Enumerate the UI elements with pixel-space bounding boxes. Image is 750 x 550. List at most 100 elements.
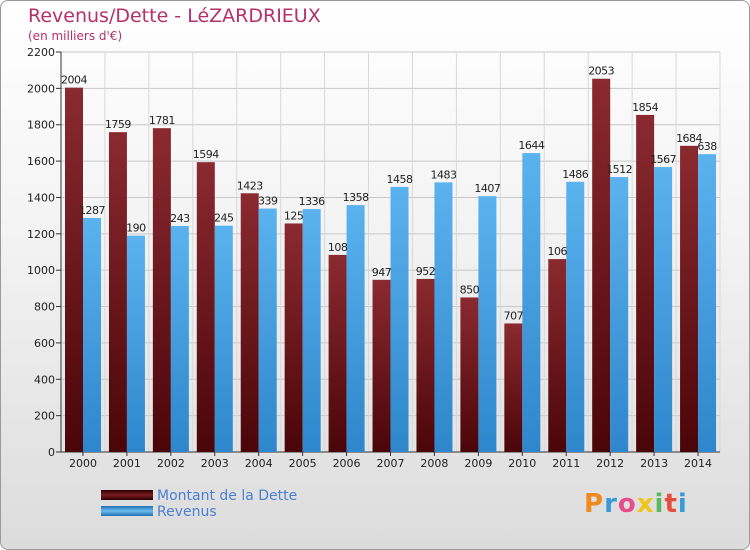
- bar-dette: [636, 114, 655, 452]
- x-tick-label: 2007: [377, 457, 405, 470]
- data-label-dette: 952: [416, 265, 436, 278]
- data-label-revenus: 1287: [79, 204, 105, 217]
- data-label-revenus: 1336: [299, 195, 325, 208]
- data-label-revenus: 1486: [562, 168, 588, 181]
- data-label-revenus: 1512: [606, 163, 632, 176]
- y-tick-label: 800: [34, 301, 55, 314]
- data-label-dette: 125: [284, 209, 304, 222]
- data-label-dette: 1423: [237, 179, 263, 192]
- data-label-dette: 106: [548, 245, 568, 258]
- legend-swatch-dette: [101, 490, 153, 500]
- logo-letter: i: [654, 489, 665, 519]
- x-tick-label: 2006: [333, 457, 361, 470]
- x-tick-label: 2004: [245, 457, 273, 470]
- data-label-dette: 1684: [676, 132, 702, 145]
- x-tick-label: 2008: [420, 457, 448, 470]
- data-label-revenus: 1358: [343, 191, 369, 204]
- data-label-dette: 1594: [193, 148, 219, 161]
- bar-revenus: [478, 196, 497, 452]
- x-tick-label: 2000: [69, 457, 97, 470]
- x-tick-label: 2010: [508, 457, 536, 470]
- bar-dette: [504, 323, 523, 452]
- logo-letter: x: [636, 489, 655, 519]
- proxiti-logo: Proxiti: [584, 489, 688, 519]
- x-tick-label: 2002: [157, 457, 185, 470]
- x-tick-label: 2014: [684, 457, 712, 470]
- x-tick-label: 2013: [640, 457, 668, 470]
- bar-revenus: [522, 153, 541, 452]
- bar-revenus: [434, 182, 453, 452]
- bar-dette: [372, 279, 391, 452]
- logo-letter: i: [677, 489, 688, 519]
- bar-revenus: [346, 205, 365, 452]
- data-label-revenus: 1567: [650, 153, 676, 166]
- y-tick-label: 200: [34, 410, 55, 423]
- bar-dette: [65, 87, 83, 453]
- legend-swatch-revenus: [101, 506, 153, 516]
- bar-dette: [284, 223, 303, 452]
- x-tick-label: 2011: [552, 457, 580, 470]
- bar-dette: [196, 162, 215, 452]
- data-label-dette: 1781: [149, 114, 175, 127]
- x-tick-label: 2005: [289, 457, 317, 470]
- data-label-revenus: 638: [697, 140, 717, 153]
- data-label-revenus: 339: [258, 195, 278, 208]
- data-label-dette: 947: [372, 266, 392, 279]
- bar-revenus: [566, 181, 585, 452]
- y-tick-label: 2200: [27, 46, 55, 59]
- bar-revenus: [170, 226, 189, 452]
- bar-dette: [680, 145, 699, 452]
- y-tick-label: 600: [34, 337, 55, 350]
- y-tick-label: 1800: [27, 119, 55, 132]
- bar-dette: [460, 297, 479, 452]
- logo-letter: o: [617, 489, 637, 519]
- y-tick-label: 1000: [27, 264, 55, 277]
- data-label-dette: 707: [504, 309, 524, 322]
- y-tick-label: 1600: [27, 155, 55, 168]
- data-label-dette: 850: [460, 283, 480, 296]
- bar-revenus: [390, 186, 409, 452]
- data-label-revenus: 1458: [387, 173, 413, 186]
- bar-dette: [548, 259, 567, 452]
- x-tick-label: 2003: [201, 457, 229, 470]
- data-label-dette: 2004: [61, 74, 87, 87]
- bar-revenus: [610, 177, 629, 452]
- bar-dette: [328, 254, 347, 452]
- x-tick-label: 2012: [596, 457, 624, 470]
- y-tick-label: 2000: [27, 82, 55, 95]
- y-tick-label: 0: [48, 446, 55, 459]
- y-tick-label: 1400: [27, 191, 55, 204]
- data-label-dette: 1854: [632, 101, 658, 114]
- data-label-revenus: 1644: [518, 139, 544, 152]
- bar-revenus: [302, 209, 321, 452]
- bar-revenus: [214, 225, 233, 452]
- data-label-revenus: 1407: [474, 182, 500, 195]
- bar-dette: [108, 132, 127, 452]
- data-label-dette: 2053: [588, 65, 614, 78]
- bar-revenus: [258, 208, 277, 452]
- data-label-revenus: 190: [126, 222, 146, 235]
- data-label-revenus: 245: [214, 212, 234, 225]
- legend-label-revenus: Revenus: [157, 504, 217, 520]
- logo-letter: t: [664, 489, 678, 519]
- bar-revenus: [698, 154, 717, 452]
- chart-title: Revenus/Dette - LéZARDRIEUX: [28, 5, 321, 27]
- data-label-dette: 108: [328, 241, 348, 254]
- bar-dette: [152, 128, 171, 452]
- data-label-dette: 1759: [105, 118, 131, 131]
- bar-dette: [592, 78, 611, 453]
- bar-revenus: [126, 235, 145, 452]
- legend-label-dette: Montant de la Dette: [157, 488, 298, 504]
- data-label-revenus: 1483: [430, 168, 456, 181]
- data-label-revenus: 243: [170, 212, 190, 225]
- x-tick-label: 2001: [113, 457, 141, 470]
- chart-subtitle: (en milliers d'€): [28, 29, 123, 43]
- logo-letter: r: [604, 489, 618, 519]
- y-tick-label: 1200: [27, 228, 55, 241]
- logo-letter: P: [584, 489, 605, 519]
- x-tick-label: 2009: [464, 457, 492, 470]
- bar-dette: [240, 193, 259, 453]
- y-tick-label: 400: [34, 373, 55, 386]
